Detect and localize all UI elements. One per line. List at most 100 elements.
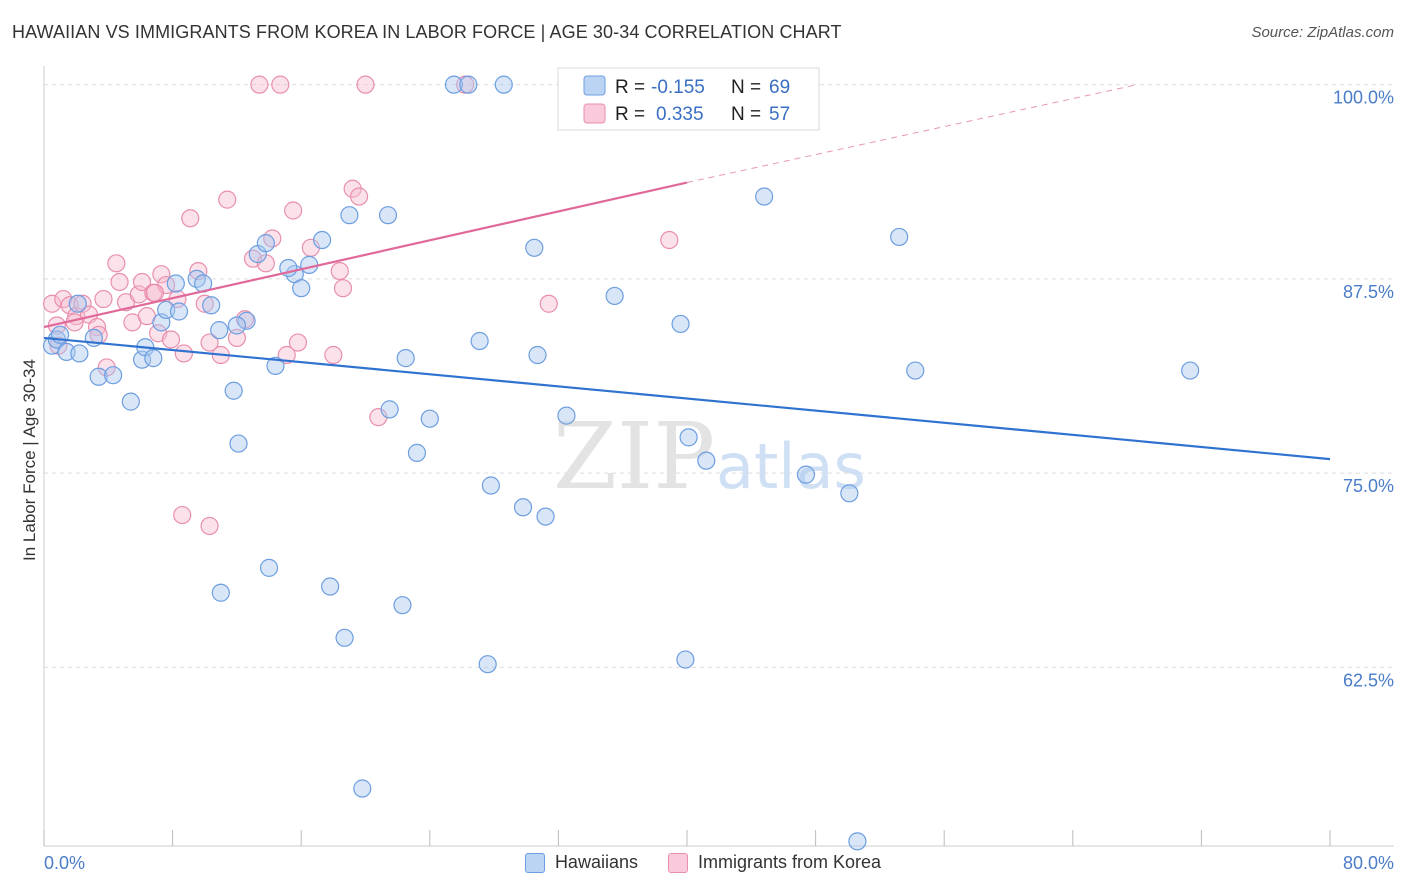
point-hawaiians-22 — [256, 234, 275, 253]
legend-label-hawaiians: Hawaiians — [554, 852, 638, 872]
point-hawaiians-39 — [513, 498, 533, 517]
point-korea-10 — [107, 254, 126, 273]
legend-item-korea: Immigrants from Korea — [667, 852, 881, 873]
point-korea-36 — [277, 345, 296, 365]
point-korea-38 — [288, 333, 308, 352]
y-tick-label-3: 100.0% — [1333, 88, 1394, 108]
point-hawaiians-13 — [169, 302, 189, 321]
point-korea-24 — [181, 209, 200, 228]
point-hawaiians-30 — [380, 400, 399, 419]
point-hawaiians-50 — [796, 465, 816, 484]
point-hawaiians-33 — [420, 409, 439, 428]
point-hawaiians-32 — [407, 443, 427, 462]
source-label: Source: ZipAtlas.com — [1251, 24, 1394, 41]
point-korea-41 — [330, 261, 349, 281]
point-korea-27 — [200, 333, 219, 352]
stats-r-label-2: R = — [615, 104, 645, 125]
legend-item-hawaiians: Hawaiians — [524, 852, 638, 873]
point-korea-56 — [145, 283, 165, 302]
stats-r-value-2: 0.335 — [656, 104, 704, 125]
point-hawaiians-3 — [70, 344, 89, 363]
point-hawaiians-26 — [300, 255, 319, 274]
point-hawaiians-35 — [459, 75, 478, 94]
point-korea-49 — [660, 230, 679, 250]
point-hawaiians-45 — [605, 286, 624, 306]
point-hawaiians-47 — [679, 428, 698, 447]
point-korea-0 — [42, 294, 62, 313]
point-hawaiians-29 — [378, 206, 398, 225]
point-hawaiians-41 — [528, 345, 547, 365]
y-tick-labels: 62.5% 75.0% 87.5% 100.0% — [1333, 88, 1394, 691]
point-hawaiians-28 — [340, 206, 359, 225]
point-korea-11 — [110, 272, 129, 292]
point-hawaiians-59 — [321, 577, 340, 596]
point-korea-29 — [218, 190, 237, 209]
point-korea-23 — [174, 344, 193, 363]
point-hawaiians-5 — [89, 367, 108, 386]
point-korea-42 — [333, 279, 353, 298]
point-korea-15 — [132, 272, 152, 292]
point-hawaiians-61 — [335, 628, 354, 647]
bottom-legend: Hawaiians Immigrants from Korea — [0, 852, 1406, 873]
stats-n-value-1: 69 — [769, 77, 790, 98]
point-korea-40 — [324, 345, 343, 365]
point-korea-19 — [152, 265, 171, 284]
point-korea-48 — [539, 294, 558, 313]
point-korea-21 — [161, 330, 181, 349]
point-hawaiians-6 — [104, 366, 123, 385]
trend-line-hawaiians — [43, 336, 1331, 461]
point-hawaiians-23 — [266, 356, 285, 375]
x-tick-label-max: 80.0% — [1343, 853, 1394, 873]
point-hawaiians-7 — [121, 392, 140, 411]
point-hawaiians-19 — [229, 434, 248, 453]
y-tick-label-2: 87.5% — [1343, 282, 1394, 302]
point-hawaiians-36 — [470, 331, 489, 351]
point-hawaiians-34 — [444, 75, 464, 94]
y-tick-label-0: 62.5% — [1343, 670, 1394, 690]
point-hawaiians-62 — [478, 655, 497, 674]
point-hawaiians-43 — [557, 406, 576, 425]
point-hawaiians-64 — [353, 779, 372, 798]
point-hawaiians-37 — [481, 476, 500, 495]
point-hawaiians-42 — [536, 507, 555, 526]
point-korea-44 — [349, 187, 369, 206]
point-hawaiians-57 — [211, 583, 230, 602]
point-hawaiians-10 — [144, 349, 163, 368]
point-hawaiians-48 — [697, 451, 716, 470]
point-korea-8 — [94, 289, 113, 309]
point-hawaiians-51 — [840, 484, 859, 503]
point-korea-50 — [173, 505, 192, 525]
point-hawaiians-52 — [890, 227, 909, 247]
point-hawaiians-54 — [1181, 361, 1200, 380]
point-korea-45 — [356, 75, 375, 94]
legend-swatch-blue — [524, 852, 545, 873]
stats-legend: R = -0.155 N = 69 R = 0.335 N = 57 — [557, 67, 820, 131]
axes — [43, 66, 1394, 847]
point-hawaiians-27 — [312, 230, 332, 250]
point-korea-52 — [271, 75, 290, 94]
stats-swatch-pink — [583, 103, 606, 124]
point-korea-51 — [200, 516, 219, 536]
point-hawaiians-65 — [848, 832, 867, 851]
point-hawaiians-31 — [396, 349, 415, 368]
point-korea-5 — [73, 294, 92, 313]
point-korea-26 — [195, 294, 214, 313]
stats-r-value-1: -0.155 — [651, 77, 705, 98]
point-hawaiians-66 — [68, 294, 87, 313]
point-hawaiians-40 — [525, 238, 544, 257]
point-hawaiians-17 — [210, 321, 229, 340]
point-hawaiians-60 — [393, 596, 412, 615]
watermark-zip: ZIP — [553, 403, 715, 510]
point-hawaiians-68 — [227, 316, 246, 335]
point-hawaiians-49 — [755, 187, 774, 206]
y-tick-label-1: 75.0% — [1343, 476, 1394, 496]
point-hawaiians-16 — [202, 296, 221, 315]
point-hawaiians-38 — [494, 75, 513, 94]
point-hawaiians-14 — [166, 274, 185, 293]
point-hawaiians-63 — [676, 650, 695, 669]
stats-n-value-2: 57 — [769, 104, 790, 125]
stats-swatch-blue — [583, 75, 606, 96]
trend-line-korea — [43, 181, 688, 329]
y-axis-label: In Labor Force | Age 30-34 — [20, 359, 39, 561]
